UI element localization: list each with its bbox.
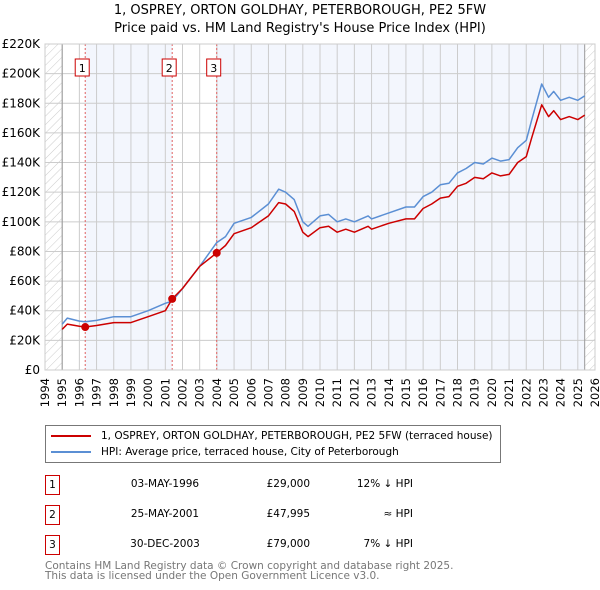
x-tick-label: 2020 — [485, 378, 499, 407]
x-tick-label: 2017 — [433, 378, 447, 407]
x-tick-label: 2024 — [554, 378, 568, 407]
x-tick-label: 2016 — [416, 378, 430, 407]
chart-subtitle: Price paid vs. HM Land Registry's House … — [114, 21, 486, 36]
x-tick-label: 1996 — [72, 378, 86, 407]
footer: Contains HM Land Registry data © Crown c… — [45, 560, 454, 582]
y-tick-label: £160K — [2, 126, 42, 140]
x-tick-label: 2005 — [227, 378, 241, 407]
x-tick-label: 2014 — [382, 378, 396, 407]
transaction-hpi-change: 7% ↓ HPI — [363, 538, 413, 550]
chart-legend: 1, OSPREY, ORTON GOLDHAY, PETERBOROUGH, … — [45, 425, 501, 463]
x-tick-label: 1994 — [38, 378, 52, 407]
x-tick-label: 1997 — [90, 378, 104, 407]
price-chart: 1994 1995 1996 1997 1998 1999 2000 2001 2002 2003… — [2, 37, 600, 407]
x-tick-label: 2011 — [330, 378, 344, 407]
sale-point — [212, 248, 221, 257]
x-tick-label: 2009 — [296, 378, 310, 407]
ownership-band — [85, 44, 173, 370]
y-tick-label: £40K — [9, 304, 41, 318]
no-data-hatch-right — [584, 44, 595, 370]
x-tick-label: 2001 — [158, 378, 172, 407]
x-tick-label: 2025 — [571, 378, 585, 407]
legend-label-property: 1, OSPREY, ORTON GOLDHAY, PETERBOROUGH, … — [101, 430, 493, 442]
x-tick-label: 2012 — [347, 378, 361, 407]
y-tick-label: £80K — [9, 244, 41, 258]
transaction-row: 2 25-MAY-2001 £47,995 ≈ HPI — [45, 505, 445, 525]
transaction-price: £29,000 — [266, 478, 310, 490]
chart-title: 1, OSPREY, ORTON GOLDHAY, PETERBOROUGH, … — [0, 2, 600, 38]
transaction-date: 25-MAY-2001 — [130, 508, 200, 520]
y-tick-label: £200K — [2, 67, 42, 81]
x-tick-label: 2018 — [451, 378, 465, 407]
transaction-marker: 2 — [45, 505, 60, 525]
transaction-row: 3 30-DEC-2003 £79,000 7% ↓ HPI — [45, 535, 445, 555]
footer-line1: Contains HM Land Registry data © Crown c… — [45, 560, 454, 572]
x-tick-label: 1995 — [55, 378, 69, 407]
transaction-marker: 3 — [45, 535, 60, 555]
sale-label-box — [206, 58, 222, 77]
y-tick-label: £20K — [9, 333, 41, 347]
x-tick-label: 2006 — [244, 378, 258, 407]
transaction-row: 1 03-MAY-1996 £29,000 12% ↓ HPI — [45, 475, 445, 495]
x-tick-label: 2008 — [279, 378, 293, 407]
ownership-band — [216, 44, 585, 370]
sale-label: 3 — [210, 62, 217, 75]
y-tick-label: £220K — [2, 37, 42, 51]
x-tick-label: 2000 — [141, 378, 155, 407]
property-price-line — [61, 104, 586, 330]
sale-label-box — [74, 58, 90, 77]
x-tick-label: 2010 — [313, 378, 327, 407]
sale-label: 2 — [166, 62, 173, 75]
y-tick-label: £0 — [25, 363, 40, 377]
transaction-price: £79,000 — [266, 538, 310, 550]
y-tick-label: £100K — [2, 215, 42, 229]
x-tick-label: 1999 — [124, 378, 138, 407]
x-tick-label: 2019 — [468, 378, 482, 407]
x-tick-label: 2004 — [210, 378, 224, 407]
y-tick-label: £120K — [2, 185, 42, 199]
legend-item-property: 1, OSPREY, ORTON GOLDHAY, PETERBOROUGH, … — [51, 428, 493, 444]
x-tick-label: 1998 — [107, 378, 121, 407]
footer-line2: This data is licensed under the Open Gov… — [45, 570, 380, 582]
x-tick-label: 2015 — [399, 378, 413, 407]
sale-point — [81, 323, 90, 332]
legend-label-hpi: HPI: Average price, terraced house, City… — [101, 446, 399, 458]
legend-swatch-blue — [51, 451, 91, 453]
transaction-hpi-change: ≈ HPI — [383, 508, 413, 520]
transaction-hpi-change: 12% ↓ HPI — [356, 478, 413, 490]
y-tick-label: £140K — [2, 156, 42, 170]
x-tick-label: 2002 — [176, 378, 190, 407]
transaction-price: £47,995 — [266, 508, 310, 520]
sale-label-box — [161, 58, 177, 77]
x-tick-label: 2007 — [261, 378, 275, 407]
chart-title-line1: 1, OSPREY, ORTON GOLDHAY, PETERBOROUGH, … — [113, 3, 487, 18]
x-tick-label: 2026 — [588, 378, 600, 407]
legend-item-hpi: HPI: Average price, terraced house, City… — [51, 444, 399, 460]
x-tick-label: 2013 — [365, 378, 379, 407]
x-tick-label: 2022 — [519, 378, 533, 407]
x-tick-label: 2021 — [502, 378, 516, 407]
sale-point — [168, 294, 177, 303]
transaction-marker: 1 — [45, 475, 60, 495]
no-data-hatch-left — [45, 44, 63, 370]
x-tick-label: 2003 — [193, 378, 207, 407]
transaction-date: 30-DEC-2003 — [130, 538, 200, 550]
transaction-date: 03-MAY-1996 — [130, 478, 200, 490]
legend-swatch-red — [51, 435, 91, 437]
plot-border — [44, 43, 596, 371]
y-tick-label: £60K — [9, 274, 41, 288]
sale-label: 1 — [79, 62, 86, 75]
x-tick-label: 2023 — [536, 378, 550, 407]
y-tick-label: £180K — [2, 96, 42, 110]
